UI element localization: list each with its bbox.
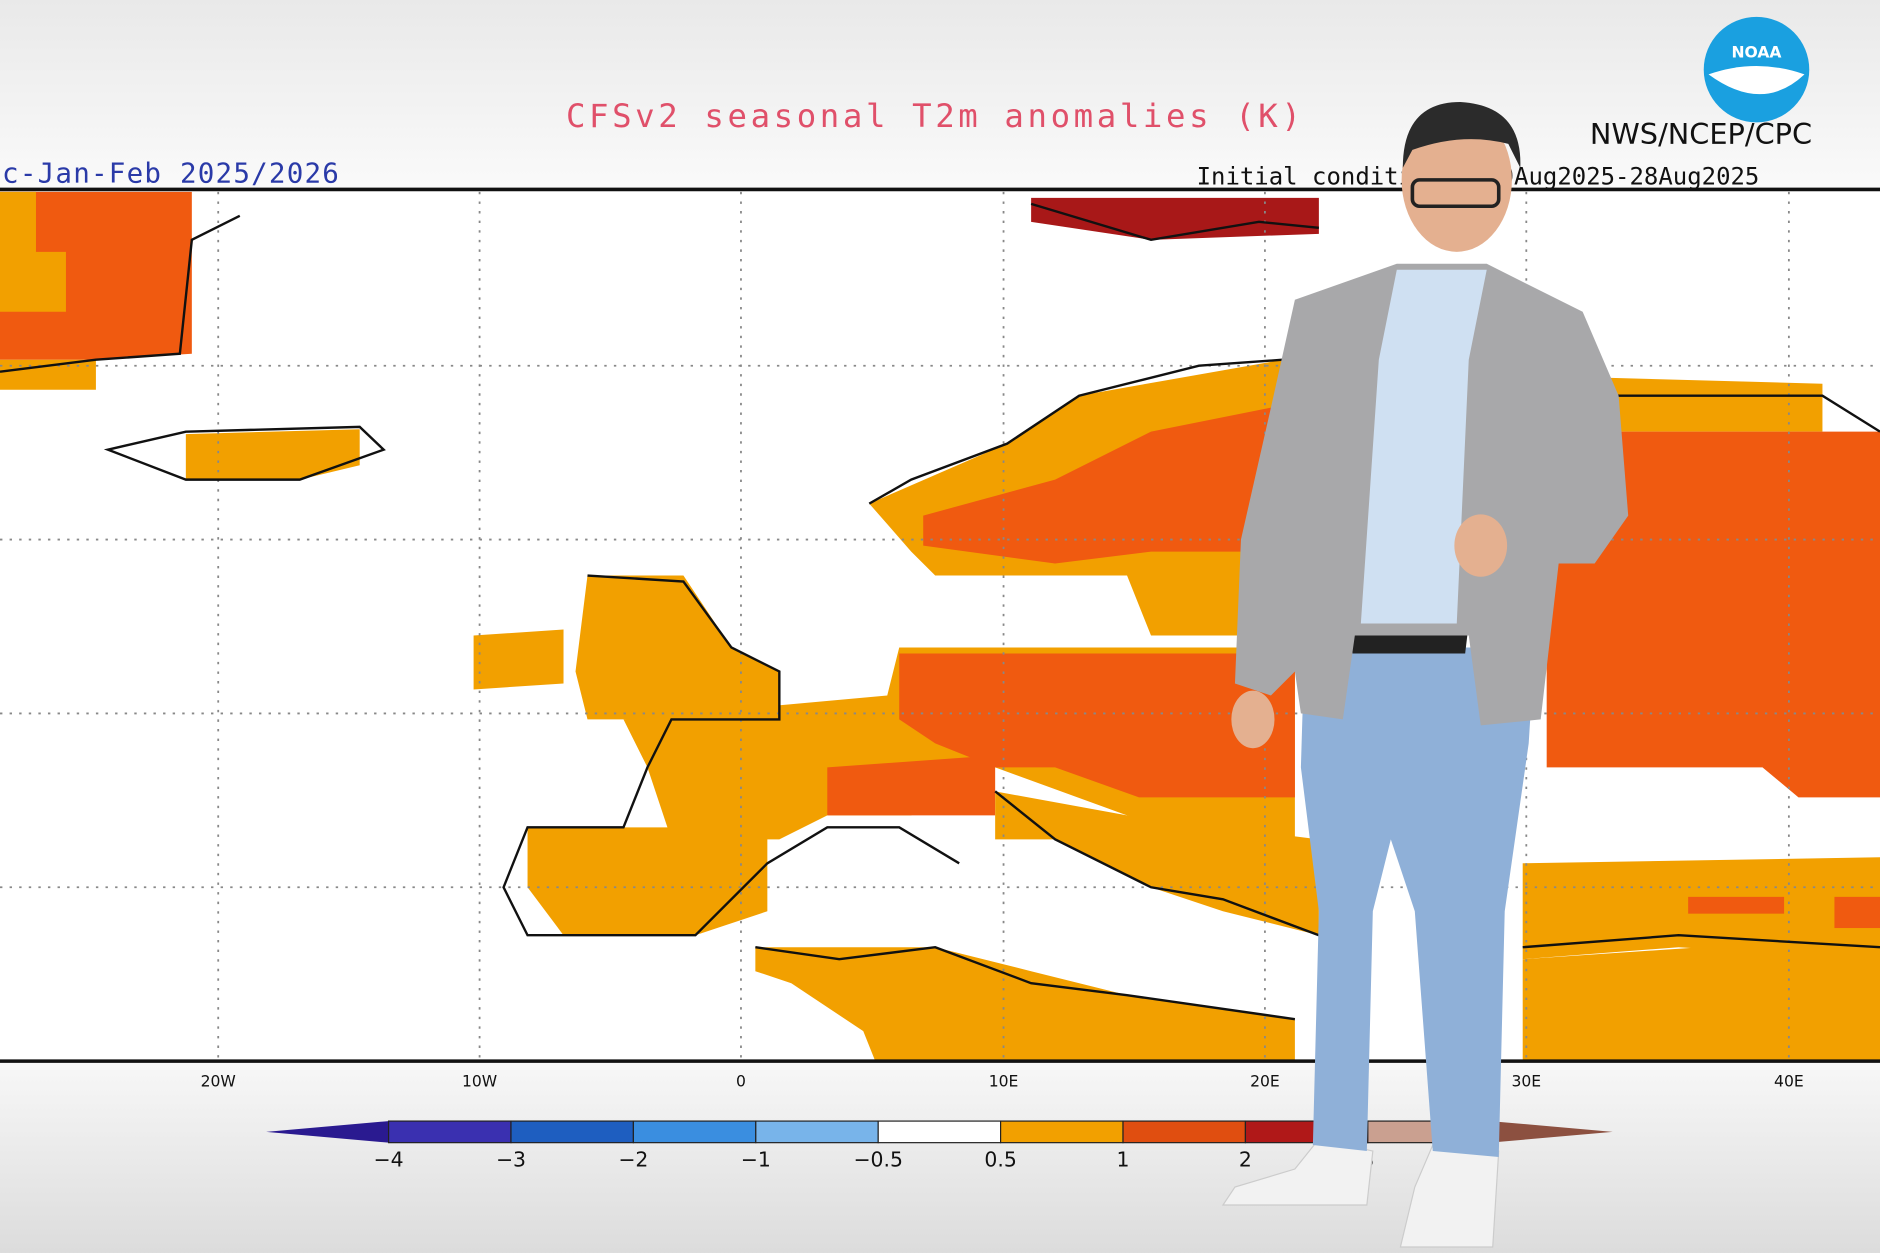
glasses (1410, 178, 1501, 209)
anomaly-region (1834, 896, 1880, 929)
coast (502, 574, 960, 937)
colorbar-label: 0.5 (984, 1148, 1016, 1172)
shirt (1360, 269, 1487, 624)
anomaly-region (899, 653, 1295, 798)
hair (1402, 101, 1521, 168)
anomaly-region (1688, 896, 1785, 914)
colorbar-label: −3 (496, 1148, 526, 1172)
longitude-label: 10E (989, 1072, 1019, 1090)
longitude-label: 10W (462, 1072, 497, 1090)
coastlines (0, 202, 1880, 1021)
coast (103, 425, 386, 481)
anomaly-region (923, 407, 1271, 564)
colorbar: −4−3−2−1−0.50.5123 (266, 1120, 1613, 1172)
anomaly-region (473, 629, 564, 690)
colorbar-label: −1 (741, 1148, 771, 1172)
coast (755, 946, 1296, 1021)
colorbar-segment (877, 1120, 1002, 1144)
colorbar-segment (387, 1120, 512, 1144)
longitude-labels: 20W 10W 0 10E 20E 30E 40E (201, 1072, 1804, 1090)
coast (994, 790, 1320, 937)
colorbar-label: −2 (618, 1148, 648, 1172)
colorbar-arrow (1490, 1121, 1613, 1143)
shoe (1221, 1138, 1374, 1206)
anomaly-region (827, 755, 996, 816)
longitude-label: 40E (1774, 1072, 1804, 1090)
anomaly-region (0, 191, 192, 360)
colorbar-label: −4 (374, 1148, 404, 1172)
longitude-label: 20W (201, 1072, 236, 1090)
anomaly-region (1546, 431, 1880, 798)
anomaly-region (1606, 377, 1823, 432)
anomaly-region (527, 827, 768, 936)
anomaly-region (755, 947, 1295, 1062)
longitude-label: 20E (1250, 1072, 1280, 1090)
logo-bird (1708, 65, 1805, 95)
season-label: Dec-Jan-Feb 2025/2026 (0, 156, 340, 189)
colorbar-label: −0.5 (853, 1148, 902, 1172)
anomaly-region (995, 791, 1319, 936)
colorbar-segment (632, 1120, 757, 1144)
anomaly-region (1031, 197, 1319, 240)
coast (0, 214, 241, 373)
colorbar-label: 2 (1239, 1148, 1252, 1172)
coast (1522, 934, 1880, 949)
anomaly-region (575, 575, 780, 720)
map (0, 187, 1880, 1063)
colorbar-segment (1000, 1120, 1124, 1144)
anomaly-region (185, 429, 360, 480)
colorbar-segment (510, 1120, 634, 1144)
anomaly-region (0, 359, 96, 390)
logo-mark: NOAA (1732, 44, 1782, 62)
anomaly-region (0, 191, 66, 312)
agency-label: NWS/NCEP/CPC (1590, 117, 1812, 151)
noaa-logo: NOAA (1703, 16, 1810, 123)
colorbar-segment (755, 1120, 879, 1144)
presenter (1221, 101, 1629, 1248)
colorbar-label: 1 (1117, 1148, 1130, 1172)
map-title: CFSv2 seasonal T2m anomalies (K) (566, 97, 1305, 135)
hand (1454, 514, 1508, 577)
coast (868, 358, 1283, 505)
anomaly-region (1522, 935, 1880, 1062)
coast (1030, 202, 1319, 242)
colorbar-segment (1122, 1120, 1247, 1144)
coast (1606, 394, 1880, 433)
jeans (1300, 647, 1535, 1158)
longitude-label: 0 (736, 1072, 746, 1090)
longitude-label: 30E (1511, 1072, 1541, 1090)
hand (1231, 690, 1275, 749)
colorbar-arrow (266, 1121, 389, 1143)
